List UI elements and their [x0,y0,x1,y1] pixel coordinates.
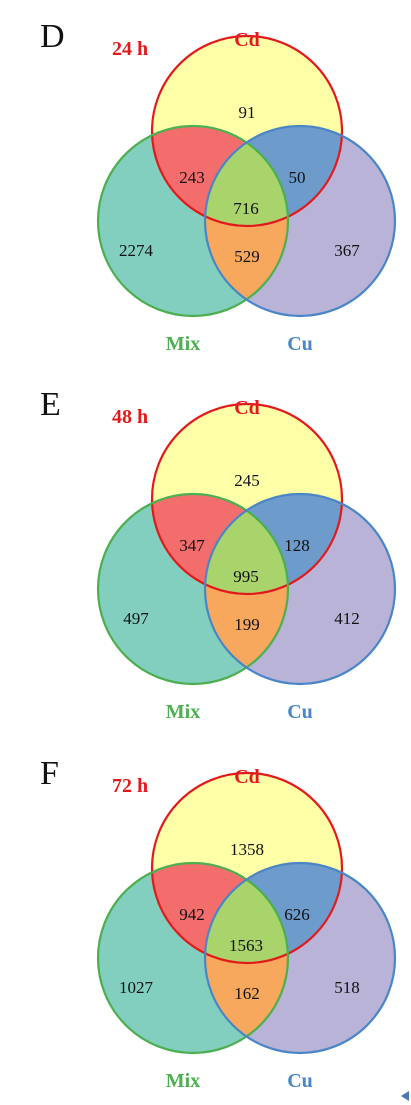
set-cu-outline [203,124,397,318]
region-count-mix-only: 497 [123,609,149,628]
region-count-mix-cu: 529 [234,247,260,266]
set-label-cd: Cd [234,766,260,788]
region-count-cd-only: 91 [239,103,256,122]
panel-letter: F [40,755,59,792]
set-cd-outline [150,402,344,596]
panel-timepoint: 24 h [112,38,149,60]
set-label-cd: Cd [234,29,260,51]
region-count-cd-cu: 626 [284,905,310,924]
region-count-cd-only: 1358 [230,840,264,859]
region-count-cu-only: 412 [334,609,360,628]
region-count-all: 995 [233,567,259,586]
region-count-all: 716 [233,199,259,218]
venn-diagram: 245 347 128 995 497 199 412 Cd Mix Cu [96,397,397,723]
set-mix-outline [96,492,290,686]
region-count-mix-only: 2274 [119,241,154,260]
venn-diagram: 1358 942 626 1563 1027 162 518 Cd Mix Cu [96,766,397,1092]
set-mix-outline [96,861,290,1055]
region-count-cd-only: 245 [234,471,260,490]
panel-timepoint: 72 h [112,775,149,797]
set-label-cu: Cu [287,1070,313,1092]
set-cd-outline [150,34,344,228]
region-count-mix-only: 1027 [119,978,154,997]
set-label-cu: Cu [287,701,313,723]
set-label-cu: Cu [287,333,313,355]
region-count-all: 1563 [229,936,263,955]
region-count-cd-mix: 942 [179,905,205,924]
panel-timepoint: 48 h [112,406,149,428]
set-label-mix: Mix [166,333,200,355]
region-count-mix-cu: 199 [234,615,260,634]
region-count-cd-mix: 243 [179,168,205,187]
region-all-fill [205,126,288,226]
venn-panel-f: 1358 942 626 1563 1027 162 518 Cd Mix Cu F 72 h [0,737,411,1105]
corner-arrow-icon [401,1091,409,1101]
panel-letter: E [40,386,61,423]
set-cd-outline [150,771,344,965]
venn-panel-d: 91 243 50 716 2274 529 367 Cd Mix Cu D 24 h [0,0,411,368]
region-count-cd-cu: 128 [284,536,310,555]
region-count-mix-cu: 162 [234,984,260,1003]
region-count-cd-mix: 347 [179,536,205,555]
venn-diagram: 91 243 50 716 2274 529 367 Cd Mix Cu [96,29,397,355]
set-cu-outline [203,492,397,686]
region-count-cd-cu: 50 [289,168,306,187]
region-all-fill [205,863,288,963]
region-count-cu-only: 518 [334,978,360,997]
set-label-cd: Cd [234,397,260,419]
panel-letter: D [40,18,65,55]
region-all-fill [205,494,288,594]
region-count-cu-only: 367 [334,241,360,260]
venn-panel-e: 245 347 128 995 497 199 412 Cd Mix Cu E 48 h [0,368,411,736]
set-mix-outline [96,124,290,318]
set-label-mix: Mix [166,1070,200,1092]
set-cu-outline [203,861,397,1055]
set-label-mix: Mix [166,701,200,723]
